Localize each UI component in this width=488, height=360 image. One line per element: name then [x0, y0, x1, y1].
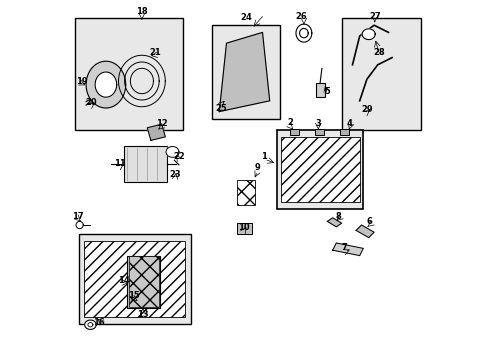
Text: 28: 28 — [373, 48, 385, 57]
Text: 20: 20 — [85, 98, 97, 107]
Polygon shape — [299, 28, 307, 38]
Polygon shape — [166, 147, 179, 157]
Bar — [79, 234, 190, 324]
Text: 16: 16 — [93, 318, 104, 327]
Bar — [84, 241, 185, 317]
Bar — [341, 18, 420, 130]
Bar — [237, 180, 255, 205]
Bar — [75, 18, 183, 130]
Text: 6: 6 — [366, 217, 372, 226]
Text: 24: 24 — [240, 13, 252, 22]
Polygon shape — [147, 124, 165, 140]
Text: 22: 22 — [173, 152, 184, 161]
Bar — [127, 256, 160, 308]
Bar — [314, 129, 323, 135]
Polygon shape — [295, 24, 311, 42]
Bar — [237, 223, 251, 234]
Polygon shape — [88, 323, 93, 327]
Text: 19: 19 — [76, 77, 87, 86]
Bar — [276, 130, 363, 209]
Polygon shape — [219, 32, 269, 112]
Bar — [289, 129, 298, 135]
Text: 12: 12 — [156, 119, 167, 128]
Polygon shape — [362, 29, 374, 40]
Bar — [128, 256, 159, 307]
Bar — [280, 137, 359, 202]
Polygon shape — [326, 218, 341, 227]
Text: 25: 25 — [215, 104, 226, 113]
Text: 14: 14 — [118, 276, 129, 284]
Text: 2: 2 — [287, 118, 293, 127]
Text: 10: 10 — [238, 223, 249, 232]
Text: 9: 9 — [254, 163, 260, 172]
Polygon shape — [84, 320, 96, 329]
Polygon shape — [95, 72, 117, 97]
Text: 11: 11 — [114, 159, 126, 168]
Polygon shape — [332, 243, 363, 256]
Text: 8: 8 — [335, 212, 341, 220]
Polygon shape — [76, 221, 83, 229]
Polygon shape — [86, 61, 125, 108]
Text: 18: 18 — [136, 7, 147, 16]
Text: 17: 17 — [72, 212, 84, 220]
Text: 13: 13 — [137, 310, 148, 319]
Text: 3: 3 — [315, 119, 321, 128]
Text: 26: 26 — [295, 12, 306, 21]
Text: 29: 29 — [360, 105, 372, 114]
Bar — [339, 129, 348, 135]
Text: 23: 23 — [169, 170, 181, 179]
Text: 5: 5 — [324, 87, 329, 96]
Text: 7: 7 — [341, 243, 347, 252]
Text: 21: 21 — [149, 48, 161, 57]
Text: 4: 4 — [346, 119, 352, 128]
Bar — [212, 25, 280, 119]
Bar — [316, 83, 325, 97]
Text: 1: 1 — [261, 152, 266, 161]
Text: 27: 27 — [368, 12, 380, 21]
Text: 15: 15 — [128, 292, 140, 300]
Bar — [123, 146, 167, 182]
Polygon shape — [355, 225, 373, 238]
